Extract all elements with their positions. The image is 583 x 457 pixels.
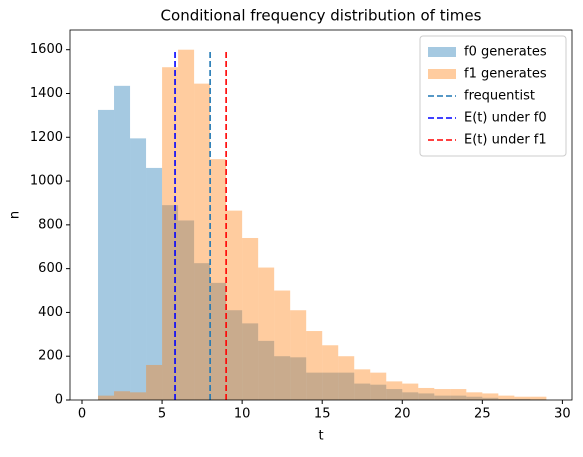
bar bbox=[242, 323, 259, 400]
y-tick-label: 1400 bbox=[30, 86, 63, 101]
y-tick-label: 0 bbox=[55, 393, 63, 408]
chart-title: Conditional frequency distribution of ti… bbox=[161, 7, 482, 25]
bar bbox=[450, 389, 467, 400]
bar bbox=[306, 331, 323, 400]
bar bbox=[370, 372, 387, 400]
y-tick-label: 200 bbox=[38, 349, 63, 364]
bar bbox=[178, 49, 195, 401]
bar bbox=[322, 345, 339, 400]
y-tick-label: 1000 bbox=[30, 174, 63, 189]
bar bbox=[258, 340, 275, 400]
bar bbox=[242, 237, 259, 400]
x-tick-label: 0 bbox=[78, 407, 86, 422]
bar bbox=[482, 393, 499, 400]
y-tick-label: 800 bbox=[38, 217, 63, 232]
legend-swatch bbox=[428, 69, 456, 79]
y-tick-label: 1200 bbox=[30, 130, 63, 145]
bar bbox=[338, 356, 355, 400]
legend-label: frequentist bbox=[464, 89, 535, 104]
bar bbox=[514, 398, 531, 400]
bar bbox=[178, 220, 195, 400]
y-tick-label: 400 bbox=[38, 305, 63, 320]
bar bbox=[418, 393, 435, 400]
bar bbox=[338, 372, 355, 400]
plot-frame bbox=[69, 29, 573, 401]
bar bbox=[434, 395, 451, 400]
legend-label: E(t) under f0 bbox=[464, 111, 547, 126]
x-tick-label: 25 bbox=[474, 407, 491, 422]
bar bbox=[274, 290, 291, 400]
bar bbox=[450, 395, 467, 400]
bar bbox=[98, 395, 115, 400]
bar bbox=[402, 383, 419, 400]
bar bbox=[210, 159, 227, 400]
bar bbox=[482, 397, 499, 400]
y-tick-label: 600 bbox=[38, 261, 63, 276]
bar bbox=[290, 310, 307, 400]
x-tick-label: 15 bbox=[314, 407, 331, 422]
bar bbox=[418, 387, 435, 400]
x-tick-label: 5 bbox=[158, 407, 166, 422]
bar bbox=[498, 395, 515, 400]
bar bbox=[274, 356, 291, 400]
x-tick-label: 30 bbox=[554, 407, 571, 422]
bar bbox=[146, 167, 163, 400]
bar bbox=[210, 282, 227, 400]
bar bbox=[386, 389, 403, 400]
bar bbox=[258, 267, 275, 400]
legend-box bbox=[419, 35, 567, 157]
bar bbox=[226, 310, 243, 400]
bar bbox=[162, 205, 179, 400]
bar bbox=[402, 392, 419, 400]
bar bbox=[322, 372, 339, 400]
bar bbox=[114, 85, 131, 400]
bar bbox=[98, 109, 115, 400]
bar bbox=[162, 67, 179, 400]
bar bbox=[370, 384, 387, 400]
bar bbox=[290, 357, 307, 400]
bar bbox=[514, 396, 531, 400]
y-tick-label: 1600 bbox=[30, 42, 63, 57]
y-axis-label: n bbox=[8, 211, 23, 219]
bar bbox=[354, 383, 371, 400]
bar bbox=[194, 263, 211, 400]
x-axis-label: t bbox=[318, 429, 323, 444]
bar bbox=[194, 83, 211, 401]
legend-label: f0 generates bbox=[464, 45, 547, 60]
bar bbox=[130, 138, 147, 400]
bar bbox=[434, 389, 451, 400]
bar bbox=[466, 396, 483, 400]
legend-label: E(t) under f1 bbox=[464, 133, 547, 148]
x-tick-label: 10 bbox=[234, 407, 251, 422]
bar bbox=[466, 392, 483, 400]
bar bbox=[114, 391, 131, 400]
legend-swatch bbox=[428, 47, 456, 57]
bar bbox=[354, 369, 371, 400]
bar bbox=[146, 364, 163, 400]
bar bbox=[226, 210, 243, 400]
bar bbox=[386, 381, 403, 400]
bar bbox=[530, 396, 547, 400]
x-tick-label: 20 bbox=[394, 407, 411, 422]
bar bbox=[306, 372, 323, 400]
legend-label: f1 generates bbox=[464, 67, 547, 82]
bar bbox=[130, 392, 147, 400]
bar bbox=[498, 398, 515, 400]
